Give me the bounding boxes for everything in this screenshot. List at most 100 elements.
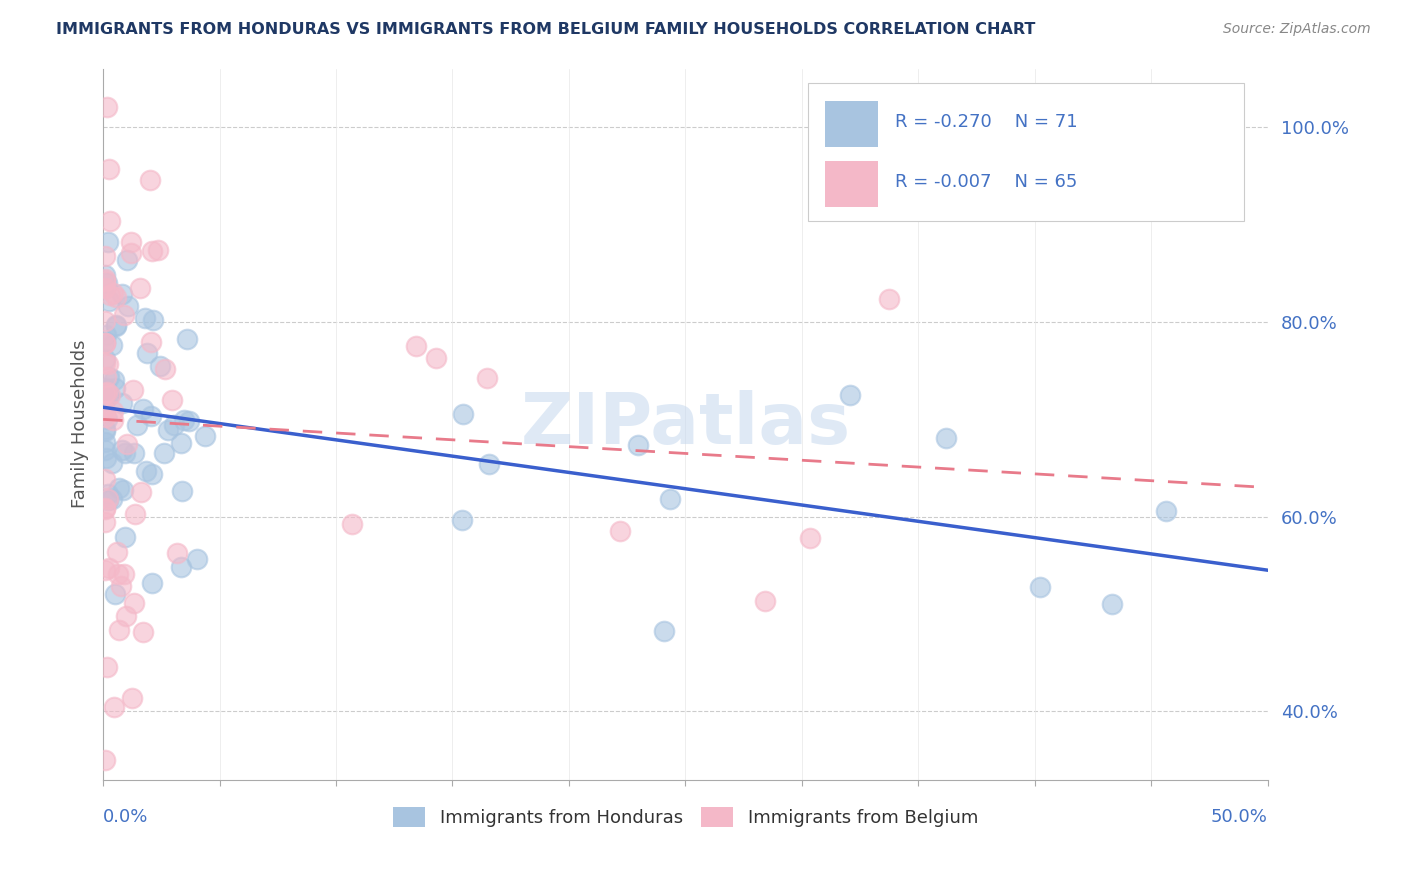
Point bbox=[103, 373, 125, 387]
Point bbox=[94, 404, 117, 418]
Point bbox=[94, 563, 117, 577]
Point bbox=[340, 517, 363, 532]
Point bbox=[142, 312, 165, 326]
Point bbox=[1101, 597, 1123, 611]
Point bbox=[94, 384, 117, 398]
Point bbox=[122, 596, 145, 610]
Point bbox=[475, 370, 498, 384]
Point bbox=[97, 235, 120, 250]
Text: 0.0%: 0.0% bbox=[103, 808, 149, 826]
Point bbox=[658, 491, 681, 506]
Point bbox=[96, 451, 118, 466]
Text: R = -0.270    N = 71: R = -0.270 N = 71 bbox=[896, 113, 1077, 131]
Point bbox=[170, 435, 193, 450]
Point bbox=[114, 531, 136, 545]
Point bbox=[97, 357, 120, 371]
Point bbox=[170, 559, 193, 574]
Point bbox=[124, 508, 146, 522]
Point bbox=[120, 246, 142, 260]
Point bbox=[94, 335, 117, 350]
Point bbox=[139, 173, 162, 187]
Point bbox=[94, 472, 117, 486]
Point bbox=[451, 407, 474, 421]
Point bbox=[97, 487, 120, 501]
Point bbox=[114, 445, 136, 459]
Point bbox=[94, 369, 117, 384]
Point bbox=[120, 235, 142, 249]
Point bbox=[1029, 580, 1052, 594]
Point bbox=[97, 493, 120, 508]
Point bbox=[100, 388, 122, 402]
Point bbox=[97, 161, 120, 176]
Text: ZIPatlas: ZIPatlas bbox=[520, 390, 851, 458]
Point bbox=[110, 579, 132, 593]
Point bbox=[166, 546, 188, 560]
Text: R = -0.007    N = 65: R = -0.007 N = 65 bbox=[896, 173, 1077, 191]
Point bbox=[122, 446, 145, 460]
Point bbox=[141, 575, 163, 590]
Point bbox=[163, 418, 186, 433]
Point bbox=[98, 560, 121, 574]
Point bbox=[478, 457, 501, 471]
Point bbox=[96, 385, 118, 400]
Point bbox=[129, 484, 152, 499]
Point bbox=[141, 467, 163, 482]
Point bbox=[96, 412, 118, 426]
Point bbox=[94, 281, 117, 295]
Point bbox=[152, 446, 174, 460]
Point bbox=[114, 567, 136, 582]
Point bbox=[103, 381, 125, 395]
Point bbox=[125, 418, 148, 433]
Point bbox=[94, 422, 117, 436]
Point bbox=[101, 404, 124, 418]
Point bbox=[173, 413, 195, 427]
Point bbox=[141, 244, 163, 258]
Point bbox=[94, 336, 117, 351]
Point bbox=[132, 401, 155, 416]
Point bbox=[132, 624, 155, 639]
Point bbox=[153, 361, 176, 376]
Point bbox=[141, 409, 163, 423]
Point bbox=[104, 318, 127, 333]
Point bbox=[94, 410, 117, 425]
Text: 50.0%: 50.0% bbox=[1211, 808, 1268, 826]
Point bbox=[97, 294, 120, 309]
Point bbox=[134, 311, 156, 326]
Point bbox=[94, 385, 117, 400]
Point bbox=[172, 484, 194, 499]
Point bbox=[156, 423, 179, 437]
Point bbox=[100, 213, 122, 227]
Point bbox=[94, 274, 117, 288]
Point bbox=[101, 492, 124, 507]
Point bbox=[105, 290, 128, 304]
Point bbox=[609, 524, 631, 538]
Point bbox=[177, 414, 200, 428]
Point bbox=[94, 249, 117, 263]
Point bbox=[754, 594, 776, 608]
Point bbox=[94, 335, 117, 350]
Point bbox=[129, 281, 152, 295]
Point bbox=[101, 413, 124, 427]
Point bbox=[141, 335, 163, 350]
Point bbox=[97, 388, 120, 402]
Point bbox=[135, 464, 157, 478]
Point bbox=[97, 491, 120, 506]
Point bbox=[935, 431, 957, 445]
Point bbox=[838, 388, 860, 402]
Point bbox=[103, 700, 125, 714]
Legend: Immigrants from Honduras, Immigrants from Belgium: Immigrants from Honduras, Immigrants fro… bbox=[385, 799, 986, 835]
Point bbox=[405, 339, 427, 353]
Point bbox=[94, 268, 117, 282]
Point bbox=[877, 292, 900, 306]
Point bbox=[105, 544, 128, 558]
Point bbox=[98, 288, 121, 302]
Point bbox=[94, 392, 117, 407]
Point bbox=[425, 351, 447, 365]
Point bbox=[652, 624, 675, 639]
Point bbox=[627, 438, 650, 452]
Point bbox=[1154, 504, 1177, 518]
Point bbox=[136, 346, 159, 360]
Point bbox=[107, 566, 129, 581]
Point bbox=[94, 425, 117, 439]
Point bbox=[94, 501, 117, 516]
